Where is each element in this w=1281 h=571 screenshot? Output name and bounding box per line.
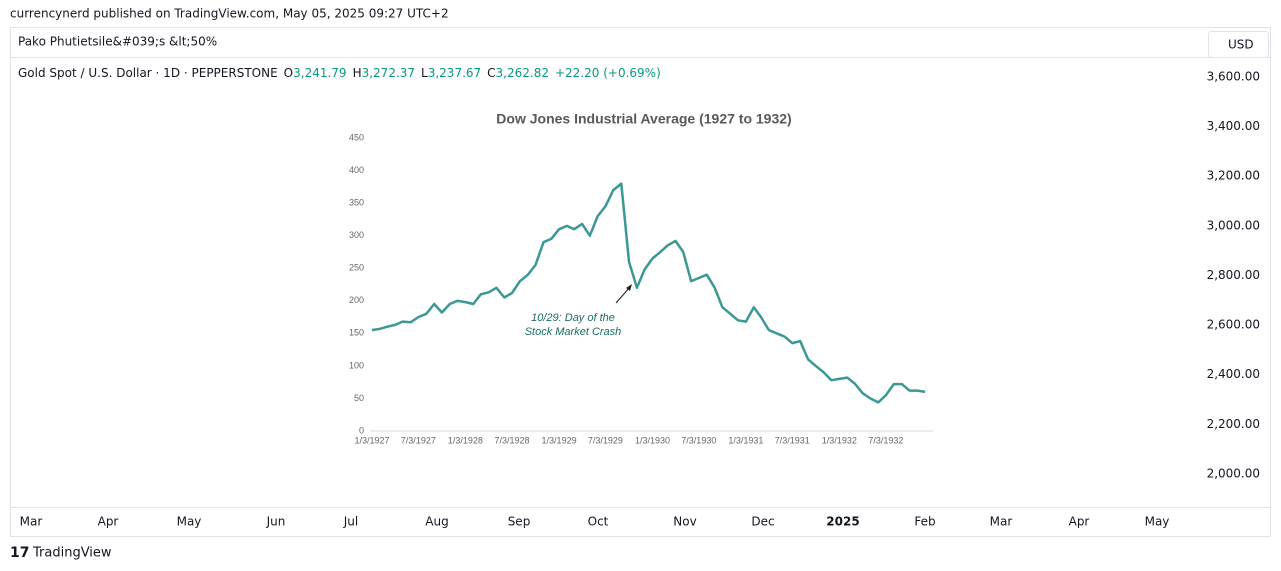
y-tick-label: 200: [349, 295, 364, 305]
x-tick-label: 7/3/1929: [588, 435, 623, 445]
time-label: Sep: [508, 515, 531, 529]
x-tick-label: 1/3/1930: [635, 435, 670, 445]
x-tick-label: 7/3/1930: [681, 435, 716, 445]
x-tick-label: 7/3/1928: [494, 435, 529, 445]
change: +22.20 (+0.69%): [555, 66, 661, 80]
annotation: 10/29: Day of the: [531, 312, 615, 324]
time-label: Jun: [266, 515, 286, 529]
annotation-arrow: [615, 286, 631, 304]
time-label: Mar: [20, 515, 43, 529]
close: 3,262.82: [496, 66, 549, 80]
y-tick-label: 50: [354, 393, 364, 403]
y-tick-label: 400: [349, 165, 364, 175]
price-tick-label: 2,600.00: [1207, 318, 1260, 332]
open: 3,241.79: [293, 66, 346, 80]
l: L: [421, 66, 428, 80]
currency[interactable]: USD: [1228, 38, 1254, 52]
logo: 17: [10, 545, 29, 561]
price-tick-label: 2,800.00: [1207, 268, 1260, 282]
time-label: May: [177, 515, 202, 529]
currency-button[interactable]: [1208, 31, 1269, 58]
x-tick-label: 1/3/1932: [822, 435, 857, 445]
y-tick-label: 0: [359, 425, 364, 435]
x-tick-label: 7/3/1931: [775, 435, 810, 445]
annotation: Stock Market Crash: [525, 326, 622, 338]
arrow-head: [626, 284, 632, 291]
time-label: 2025: [826, 515, 859, 529]
x-tick-label: 1/3/1931: [728, 435, 763, 445]
time-label: Oct: [588, 515, 609, 529]
chart-title: Dow Jones Industrial Average (1927 to 19…: [496, 111, 791, 127]
y-tick-label: 250: [349, 263, 364, 273]
x-tick-label: 1/3/1929: [542, 435, 577, 445]
x-tick-label: 1/3/1927: [354, 435, 389, 445]
x-tick-label: 7/3/1927: [401, 435, 436, 445]
brand: TradingView: [32, 546, 112, 561]
price-tick-label: 3,200.00: [1207, 169, 1260, 183]
time-label: Apr: [98, 515, 119, 529]
series-line: [371, 182, 926, 404]
h: H: [353, 66, 362, 80]
time-label: Jul: [343, 515, 358, 529]
time-label: Aug: [425, 515, 448, 529]
x-tick-label: 1/3/1928: [448, 435, 483, 445]
time-label: Apr: [1069, 515, 1090, 529]
layout-name[interactable]: Pako Phutietsile&#039;s &lt;50%: [18, 35, 217, 49]
price-tick-label: 2,000.00: [1207, 466, 1260, 480]
o: O: [284, 66, 293, 80]
price-tick-label: 2,200.00: [1207, 417, 1260, 431]
y-tick-label: 150: [349, 328, 364, 338]
x-tick-label: 7/3/1932: [868, 435, 903, 445]
time-label: Feb: [914, 515, 935, 529]
low: 3,237.67: [428, 66, 481, 80]
high: 3,272.37: [362, 66, 415, 80]
y-tick-label: 100: [349, 360, 364, 370]
price-tick-label: 3,000.00: [1207, 218, 1260, 232]
published: currencynerd published on TradingView.co…: [10, 7, 449, 21]
price-tick-label: 2,400.00: [1207, 367, 1260, 381]
price-tick-label: 3,400.00: [1207, 119, 1260, 133]
time-label: Dec: [751, 515, 774, 529]
c: C: [487, 66, 495, 80]
y-tick-label: 300: [349, 230, 364, 240]
symbol: Gold Spot / U.S. Dollar · 1D · PEPPERSTO…: [18, 66, 278, 80]
time-label: Mar: [990, 515, 1013, 529]
time-label: Nov: [673, 515, 696, 529]
y-tick-label: 350: [349, 197, 364, 207]
y-tick-label: 450: [349, 132, 364, 142]
time-label: May: [1145, 515, 1170, 529]
legend: Gold Spot / U.S. Dollar · 1D · PEPPERSTO…: [18, 66, 661, 80]
price-tick-label: 3,600.00: [1207, 69, 1260, 83]
